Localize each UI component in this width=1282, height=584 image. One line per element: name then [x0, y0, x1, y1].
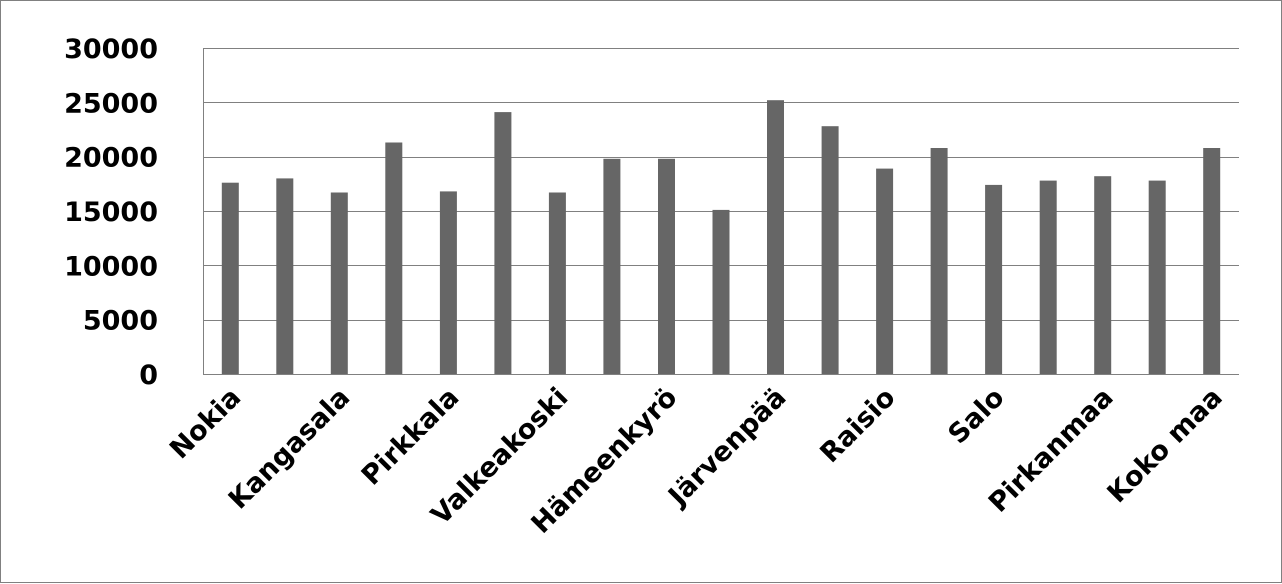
bar-3	[385, 142, 403, 374]
bar-6	[548, 192, 566, 374]
y-tick-label-30000: 30000	[64, 34, 158, 65]
bar-14	[985, 184, 1003, 374]
bar-8	[658, 158, 675, 374]
bar-7	[603, 158, 621, 374]
bar-15	[1039, 180, 1057, 374]
y-tick-label-20000: 20000	[64, 143, 158, 174]
axes	[203, 48, 1239, 375]
x-tick-label-4: Pirkkala	[356, 382, 466, 492]
y-tick-label-10000: 10000	[64, 251, 158, 282]
y-tick-label-0: 0	[139, 360, 158, 391]
bar-1	[276, 178, 294, 374]
bars	[221, 100, 1221, 374]
y-tick-label-25000: 25000	[64, 88, 158, 119]
x-tick-label-18: Koko maa	[1102, 382, 1229, 509]
bar-16	[1094, 176, 1112, 374]
y-tick-label-15000: 15000	[64, 197, 158, 228]
bar-18	[1203, 148, 1221, 374]
bar-17	[1148, 180, 1166, 374]
bar-2	[330, 192, 348, 374]
y-tick-label-5000: 5000	[83, 306, 158, 337]
bar-0	[221, 182, 239, 374]
x-tick-label-0: Nokia	[164, 382, 247, 465]
bar-9	[712, 209, 730, 374]
bar-10	[767, 100, 784, 374]
bar-12	[876, 168, 894, 374]
y-tick-labels: 0 5000 10000 15000 20000 25000 30000	[64, 34, 158, 391]
bar-13	[930, 148, 948, 374]
x-tick-label-14: Salo	[942, 382, 1010, 450]
bar-11	[821, 126, 839, 374]
bar-4	[439, 191, 457, 374]
bar-5	[494, 112, 512, 374]
x-tick-label-12: Raisio	[814, 382, 901, 469]
